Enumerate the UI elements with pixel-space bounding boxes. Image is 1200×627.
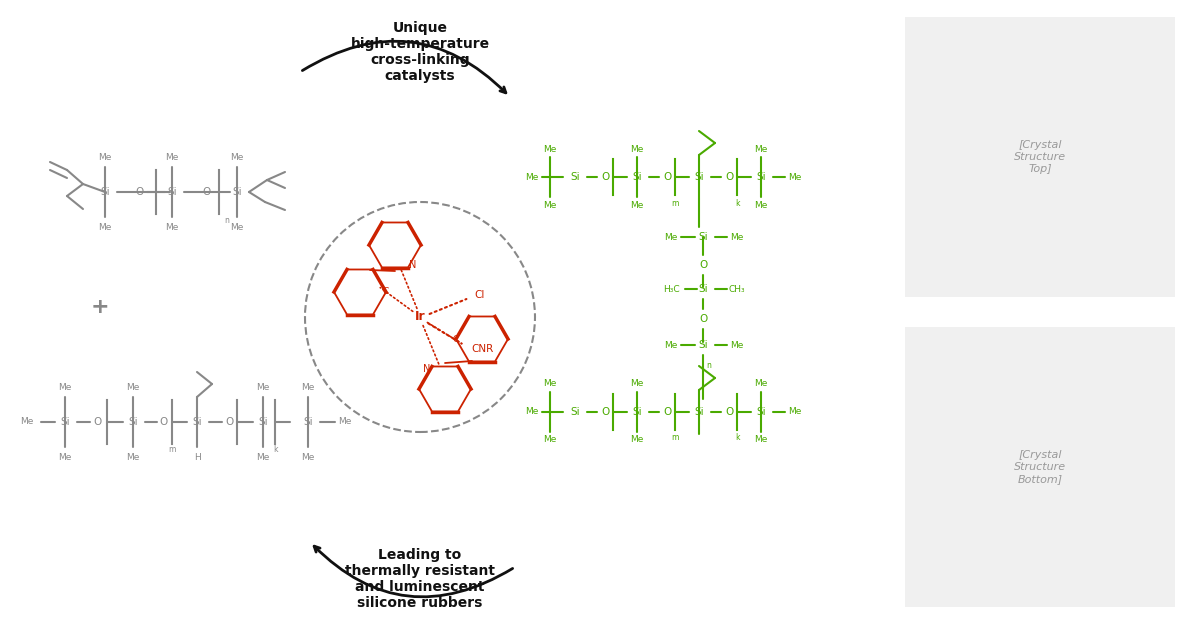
Text: Si: Si bbox=[632, 407, 642, 417]
Text: Me: Me bbox=[544, 379, 557, 389]
Text: Me: Me bbox=[755, 201, 768, 209]
Text: Me: Me bbox=[665, 340, 678, 349]
Text: Si: Si bbox=[698, 232, 708, 242]
Text: Me: Me bbox=[544, 144, 557, 154]
Text: k: k bbox=[734, 199, 739, 208]
Text: Si: Si bbox=[304, 417, 313, 427]
Text: m: m bbox=[671, 199, 679, 208]
Text: Me: Me bbox=[526, 408, 539, 416]
Text: [Crystal
Structure
Bottom]: [Crystal Structure Bottom] bbox=[1014, 450, 1066, 483]
Text: O: O bbox=[601, 407, 610, 417]
Text: H: H bbox=[193, 453, 200, 461]
Text: O: O bbox=[698, 260, 707, 270]
Text: CNR: CNR bbox=[470, 344, 493, 354]
Text: +: + bbox=[91, 297, 109, 317]
Text: Si: Si bbox=[756, 172, 766, 182]
Text: Si: Si bbox=[167, 187, 176, 197]
Text: Si: Si bbox=[100, 187, 110, 197]
Text: Si: Si bbox=[192, 417, 202, 427]
Text: Me: Me bbox=[731, 340, 744, 349]
Text: Me: Me bbox=[59, 453, 72, 461]
Text: O: O bbox=[224, 417, 233, 427]
Text: CH₃: CH₃ bbox=[728, 285, 745, 293]
Text: Me: Me bbox=[59, 382, 72, 391]
Text: k: k bbox=[272, 446, 277, 455]
Text: Me: Me bbox=[126, 382, 139, 391]
Text: O: O bbox=[136, 187, 144, 197]
Text: Si: Si bbox=[694, 172, 704, 182]
Text: Me: Me bbox=[230, 223, 244, 231]
Text: Me: Me bbox=[544, 436, 557, 445]
Text: N: N bbox=[409, 260, 416, 270]
Text: Ir: Ir bbox=[415, 310, 425, 324]
Text: Me: Me bbox=[20, 418, 34, 426]
Text: [Crystal
Structure
Top]: [Crystal Structure Top] bbox=[1014, 140, 1066, 174]
Text: Si: Si bbox=[60, 417, 70, 427]
FancyBboxPatch shape bbox=[905, 327, 1175, 607]
Text: O: O bbox=[601, 172, 610, 182]
Text: Me: Me bbox=[257, 453, 270, 461]
Text: O: O bbox=[725, 172, 733, 182]
Text: H₃C: H₃C bbox=[662, 285, 679, 293]
Text: Leading to
thermally resistant
and luminescent
silicone rubbers: Leading to thermally resistant and lumin… bbox=[346, 548, 496, 610]
Text: Me: Me bbox=[630, 436, 643, 445]
Text: O: O bbox=[203, 187, 211, 197]
Text: Me: Me bbox=[301, 382, 314, 391]
Text: Me: Me bbox=[126, 453, 139, 461]
Text: Si: Si bbox=[570, 407, 580, 417]
Text: Me: Me bbox=[630, 144, 643, 154]
Text: Si: Si bbox=[698, 340, 708, 350]
Text: m: m bbox=[168, 446, 175, 455]
Text: Me: Me bbox=[257, 382, 270, 391]
Text: Me: Me bbox=[665, 233, 678, 241]
Text: O: O bbox=[698, 314, 707, 324]
Text: Me: Me bbox=[338, 418, 352, 426]
Text: Si: Si bbox=[698, 284, 708, 294]
Text: n: n bbox=[707, 361, 712, 369]
Text: N: N bbox=[424, 364, 431, 374]
Text: Si: Si bbox=[694, 407, 704, 417]
Text: Me: Me bbox=[544, 201, 557, 209]
Text: Me: Me bbox=[731, 233, 744, 241]
Text: Me: Me bbox=[630, 201, 643, 209]
Text: Si: Si bbox=[128, 417, 138, 427]
Text: Me: Me bbox=[98, 152, 112, 162]
Text: Me: Me bbox=[788, 408, 802, 416]
Text: O: O bbox=[725, 407, 733, 417]
Text: Si: Si bbox=[632, 172, 642, 182]
Text: Si: Si bbox=[232, 187, 242, 197]
Text: Me: Me bbox=[755, 436, 768, 445]
Text: C: C bbox=[383, 288, 389, 297]
Text: C: C bbox=[452, 334, 460, 344]
FancyBboxPatch shape bbox=[905, 17, 1175, 297]
Text: Unique
high-temperature
cross-linking
catalysts: Unique high-temperature cross-linking ca… bbox=[350, 21, 490, 83]
Text: O: O bbox=[160, 417, 168, 427]
Text: Me: Me bbox=[755, 379, 768, 389]
Text: Me: Me bbox=[526, 172, 539, 181]
Text: n: n bbox=[224, 216, 229, 224]
Text: Si: Si bbox=[756, 407, 766, 417]
Text: Me: Me bbox=[301, 453, 314, 461]
Text: Me: Me bbox=[630, 379, 643, 389]
Text: Cl: Cl bbox=[475, 290, 485, 300]
Text: O: O bbox=[662, 172, 671, 182]
Text: Me: Me bbox=[98, 223, 112, 231]
Text: Si: Si bbox=[570, 172, 580, 182]
Text: Me: Me bbox=[755, 144, 768, 154]
Text: Me: Me bbox=[788, 172, 802, 181]
Text: Me: Me bbox=[166, 152, 179, 162]
Text: Si: Si bbox=[258, 417, 268, 427]
Text: Me: Me bbox=[230, 152, 244, 162]
Text: m: m bbox=[671, 433, 679, 443]
Text: O: O bbox=[662, 407, 671, 417]
Text: O: O bbox=[92, 417, 101, 427]
Text: Me: Me bbox=[166, 223, 179, 231]
Text: k: k bbox=[734, 433, 739, 443]
